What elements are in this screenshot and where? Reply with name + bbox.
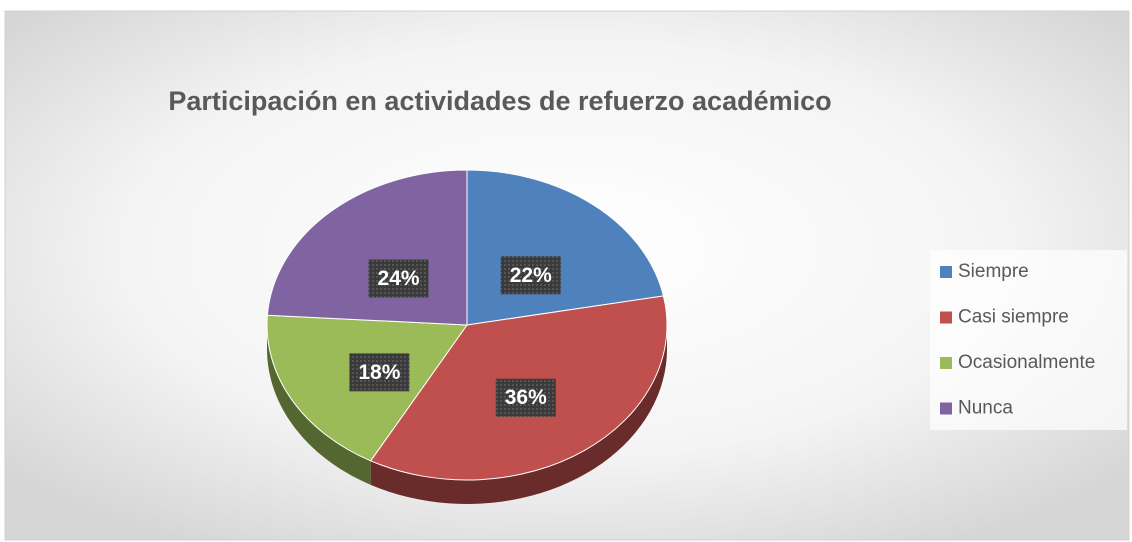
legend-label: Siempre <box>958 261 1029 282</box>
pie-side <box>370 325 667 504</box>
data-label-box <box>368 259 429 298</box>
data-label: 18% <box>358 361 400 384</box>
legend-swatch <box>940 357 952 369</box>
legend-swatch <box>940 311 952 324</box>
data-label: 22% <box>510 264 552 287</box>
legend-label: Nunca <box>958 398 1013 419</box>
data-label: 24% <box>378 267 420 290</box>
pie-side <box>267 325 371 485</box>
data-label: 36% <box>505 386 547 409</box>
data-label-box <box>495 378 556 417</box>
legend-label: Ocasionalmente <box>958 352 1095 373</box>
data-label-box <box>349 353 410 392</box>
legend-label: Casi siempre <box>958 307 1069 328</box>
legend-swatch <box>940 266 952 278</box>
legend-box <box>930 250 1127 430</box>
chart-title: Participación en actividades de refuerzo… <box>168 86 831 116</box>
data-label-box <box>500 256 561 295</box>
legend-swatch <box>940 402 952 415</box>
